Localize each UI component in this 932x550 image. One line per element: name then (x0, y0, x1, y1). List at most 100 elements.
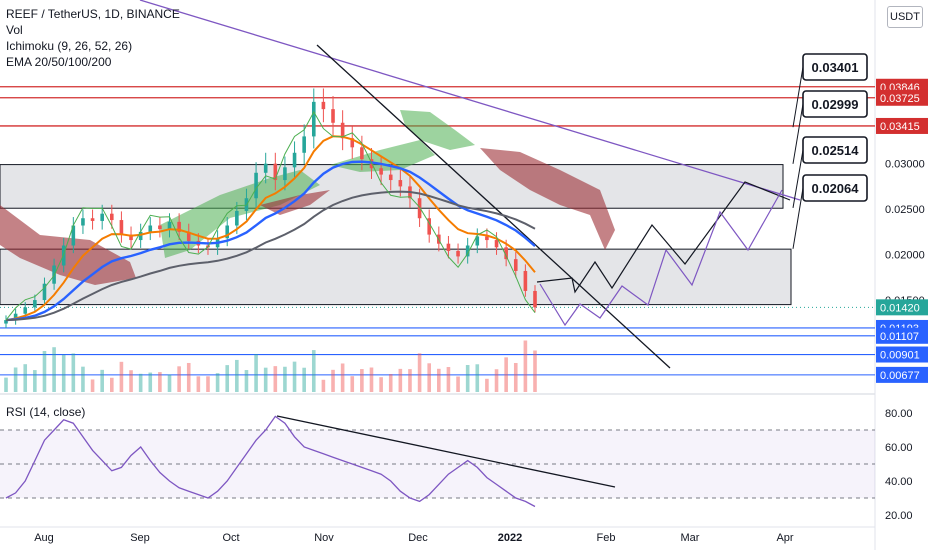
symbol-title: REEF / TetherUS, 1D, BINANCE (6, 7, 180, 21)
vol-indicator-label[interactable]: Vol (6, 23, 23, 37)
candle[interactable] (446, 243, 451, 251)
volume-bar (398, 368, 403, 392)
candle[interactable] (523, 270, 528, 291)
volume-bar (177, 366, 181, 392)
candle[interactable] (225, 225, 230, 239)
volume-bar (360, 369, 364, 392)
rsi-line[interactable] (5, 415, 536, 508)
candle[interactable] (417, 198, 422, 219)
candle[interactable] (427, 218, 431, 235)
price-annotation[interactable] (802, 53, 868, 81)
candle[interactable] (100, 213, 104, 221)
price-annotation[interactable] (802, 90, 868, 118)
candle[interactable] (360, 147, 364, 160)
time-axis-tick: Mar (681, 532, 700, 544)
candle[interactable] (23, 307, 28, 314)
candle[interactable] (456, 250, 460, 257)
volume-bar (42, 351, 47, 392)
candle[interactable] (71, 225, 76, 246)
candle[interactable] (90, 218, 95, 221)
candle[interactable] (475, 236, 480, 246)
price-axis-tick: 0.03000 (885, 159, 925, 171)
projection-path-bullish[interactable] (536, 181, 791, 294)
ema-indicator-label[interactable]: EMA 20/50/100/200 (6, 55, 112, 69)
range-zone[interactable] (0, 164, 784, 209)
volume-bar (456, 376, 460, 392)
candle[interactable] (254, 172, 258, 199)
volume-bar (331, 369, 335, 392)
price-tag (876, 366, 928, 383)
candle[interactable] (177, 221, 181, 232)
projection-trendline[interactable] (316, 44, 671, 369)
rsi-indicator-label[interactable]: RSI (14, close) (6, 405, 86, 419)
candle[interactable] (340, 122, 345, 139)
candle[interactable] (504, 247, 508, 260)
candle[interactable] (167, 221, 172, 230)
volume-bar (167, 374, 172, 392)
price-tag (876, 299, 928, 316)
candle[interactable] (42, 283, 47, 301)
volume-bar (81, 366, 85, 392)
price-pane (0, 0, 875, 392)
candle[interactable] (273, 163, 278, 181)
candle[interactable] (110, 213, 114, 221)
candle[interactable] (494, 240, 499, 248)
candle[interactable] (129, 234, 133, 241)
candle[interactable] (350, 138, 355, 148)
price-tag-label: 0.03725 (880, 93, 920, 105)
candle[interactable] (513, 259, 518, 271)
ichimoku-cloud-bull (400, 110, 475, 150)
candle[interactable] (331, 109, 335, 123)
candle[interactable] (379, 168, 383, 175)
price-annotation-label: 0.03401 (812, 60, 859, 75)
candle[interactable] (388, 174, 393, 181)
volume-bar (119, 361, 124, 392)
volume-bar (254, 353, 258, 392)
volume-bar (110, 377, 114, 392)
price-tag-label: 0.00901 (880, 350, 920, 362)
candle[interactable] (148, 225, 153, 232)
candle[interactable] (4, 320, 8, 324)
candle[interactable] (33, 300, 37, 308)
volume-bar (494, 369, 499, 392)
candle[interactable] (321, 101, 326, 110)
volume-bar (302, 367, 306, 392)
candle[interactable] (138, 231, 143, 241)
time-axis-tick: 2022 (498, 532, 522, 544)
currency-button[interactable]: USDT (887, 6, 923, 28)
volume-bar (100, 369, 104, 392)
candle[interactable] (263, 163, 268, 173)
candle[interactable] (186, 231, 191, 241)
price-annotation-label: 0.02999 (812, 97, 859, 112)
price-annotation[interactable] (802, 136, 868, 164)
projection-path-alternative[interactable] (539, 189, 783, 327)
volume-bar (465, 365, 470, 392)
candle[interactable] (398, 180, 403, 187)
annotation-pointer (792, 149, 804, 208)
volume-bar (408, 369, 412, 392)
candle[interactable] (533, 290, 537, 308)
time-axis-tick: Nov (314, 532, 334, 544)
candle[interactable] (158, 225, 162, 230)
candle[interactable] (302, 136, 306, 153)
candle[interactable] (465, 245, 470, 257)
volume-bar (437, 368, 441, 392)
candle[interactable] (485, 236, 489, 241)
rsi-trendline[interactable] (276, 415, 616, 488)
descending-trendline[interactable] (139, 0, 801, 201)
volume-bar (263, 367, 268, 392)
candle[interactable] (311, 101, 316, 137)
candle[interactable] (81, 218, 85, 226)
volume-bar (273, 366, 278, 392)
candle[interactable] (283, 167, 287, 181)
candle[interactable] (13, 313, 18, 321)
price-annotation[interactable] (802, 174, 868, 202)
candle[interactable] (235, 210, 239, 226)
volume-bar (427, 363, 431, 392)
price-tag (876, 89, 928, 106)
candle[interactable] (292, 152, 297, 168)
candle[interactable] (119, 220, 124, 235)
volume-bar (61, 354, 66, 392)
ichimoku-indicator-label[interactable]: Ichimoku (9, 26, 52, 26) (6, 39, 133, 53)
